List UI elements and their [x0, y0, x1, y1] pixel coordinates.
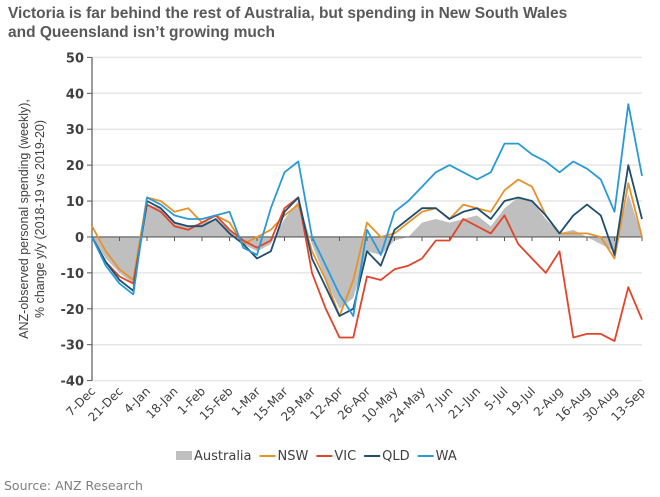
y-tick-label: 20 [66, 159, 84, 174]
y-tick-label: 40 [66, 87, 84, 102]
legend-label: NSW [278, 449, 309, 464]
y-tick-label: -40 [61, 375, 85, 390]
legend-item-qld: QLD [364, 449, 410, 464]
y-tick-label: -20 [61, 303, 85, 318]
y-tick-label: -30 [61, 339, 85, 354]
legend-item-wa: WA [417, 449, 457, 464]
legend-label: QLD [382, 449, 410, 464]
title-line-2: and Queensland isn’t growing much [8, 24, 275, 41]
y-axis-label: % change y/y (2018-19 vs 2019-20) [33, 120, 47, 318]
x-tick-label: 18-Jan [143, 384, 180, 421]
legend-label: VIC [334, 449, 356, 464]
series-area-australia [92, 193, 642, 309]
series-line-wa [91, 103, 643, 317]
y-tick-label: 50 [66, 51, 84, 66]
y-tick-label: 10 [66, 195, 84, 210]
legend-item-vic: VIC [316, 449, 356, 464]
chart-title: Victoria is far behind the rest of Austr… [8, 4, 567, 42]
y-axis-label: ANZ-observed personal spending (weekly), [17, 99, 31, 339]
x-tick-label: 19-Jul [504, 384, 538, 418]
series-line-qld [91, 164, 643, 317]
y-tick-label: 30 [66, 123, 84, 138]
series-line-vic [91, 196, 643, 343]
legend-swatch [176, 451, 192, 460]
title-line-1: Victoria is far behind the rest of Austr… [8, 5, 568, 22]
legend-label: WA [436, 449, 457, 464]
y-tick-label: -10 [61, 267, 85, 282]
y-tick-label: 0 [75, 231, 84, 246]
legend-label: Australia [194, 449, 252, 464]
legend-item-australia: Australia [176, 449, 252, 464]
legend-item-nsw: NSW [259, 449, 309, 464]
source-note: Source: ANZ Research [4, 478, 143, 493]
